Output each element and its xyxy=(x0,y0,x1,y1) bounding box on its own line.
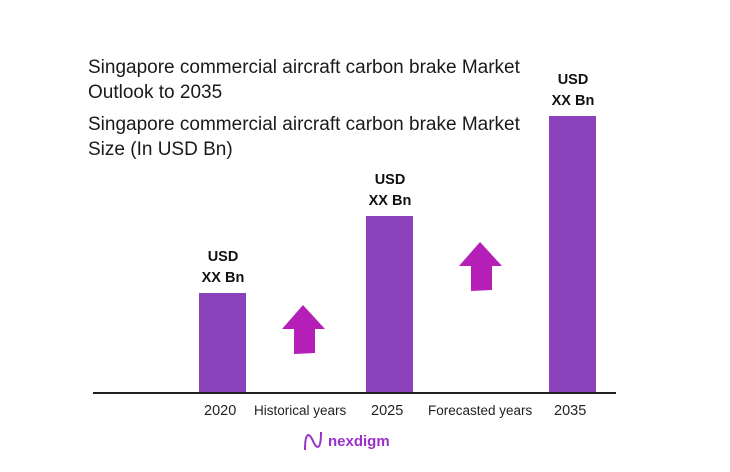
x-axis-line xyxy=(93,392,616,394)
brand-name: nexdigm xyxy=(328,432,390,450)
chart-subtitle: Singapore commercial aircraft carbon bra… xyxy=(88,114,520,160)
data-label-line: USD xyxy=(374,171,406,188)
data-label-2025: USD XX Bn xyxy=(345,170,435,212)
data-label-line: USD xyxy=(207,249,239,266)
data-label-2020: USD XX Bn xyxy=(178,247,268,289)
data-label-2035: USD XX Bn xyxy=(528,70,618,112)
nexdigm-logo-icon xyxy=(304,431,322,451)
x-tick-label: 2035 xyxy=(554,403,587,419)
bar-2025 xyxy=(366,215,413,393)
data-label-line: USD xyxy=(557,72,589,88)
data-label-line: XX Bn xyxy=(368,192,412,209)
data-label-line: XX Bn xyxy=(201,270,245,287)
chart-title: Singapore commercial aircraft carbon bra… xyxy=(88,57,520,103)
bar-2020 xyxy=(199,293,246,393)
x-tick-label: 2025 xyxy=(371,403,404,419)
data-label-line: XX Bn xyxy=(551,93,595,109)
bar-2035 xyxy=(549,116,596,393)
x-tick-label: 2020 xyxy=(204,403,237,419)
period-label-historical: Historical years xyxy=(254,403,347,418)
period-label-forecasted: Forecasted years xyxy=(428,403,533,418)
growth-arrow-icon xyxy=(459,242,502,291)
nexdigm-logo: nexdigm xyxy=(303,430,390,452)
growth-arrow-icon xyxy=(282,305,325,354)
